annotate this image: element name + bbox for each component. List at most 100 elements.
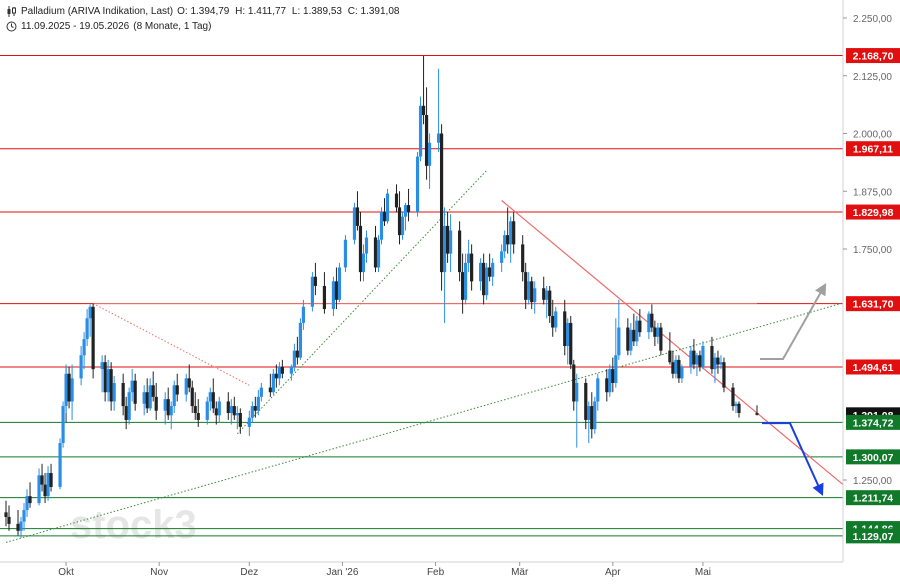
candle-body — [28, 496, 32, 504]
candle-body — [677, 359, 681, 379]
candle-body — [145, 392, 149, 409]
candle-body — [91, 306, 95, 370]
level-label-text: 1.211,74 — [853, 493, 893, 505]
candle-body — [4, 512, 8, 517]
candle-body — [614, 355, 618, 383]
candle-body — [403, 205, 408, 217]
candle-body — [373, 237, 378, 268]
candle-body — [295, 350, 299, 358]
candle-body — [488, 267, 492, 277]
level-label-text: 1.494,61 — [853, 362, 894, 374]
candle-body — [16, 523, 20, 531]
candle-body — [530, 281, 534, 303]
candle-body — [470, 253, 474, 282]
candle-body — [358, 225, 363, 273]
candle-body — [680, 366, 684, 379]
level-label-text: 1.829,98 — [853, 207, 894, 219]
instrument-name: Palladium (ARIVA Indikation, Last) — [21, 6, 174, 17]
close-value: C: 1.391,08 — [347, 6, 400, 17]
candle-body — [166, 399, 170, 416]
projection-arrow-up — [760, 282, 827, 360]
candle-body — [629, 329, 633, 351]
trendline-solid-red — [501, 200, 844, 486]
candle-body — [611, 369, 615, 383]
candle-body — [43, 484, 47, 497]
candle-body — [142, 392, 146, 404]
y-tick-label: 1.750,00 — [853, 245, 892, 256]
candle-body — [7, 516, 11, 524]
y-tick-label: 2.000,00 — [853, 130, 892, 141]
candle-body — [512, 221, 516, 245]
y-tick-label: 2.250,00 — [853, 14, 892, 25]
candle-body — [172, 385, 176, 407]
level-label-box — [846, 490, 900, 506]
trendline-dotted-green — [236, 170, 488, 435]
level-labels: 2.168,70 1.967,11 1.829,98 1.631,70 1.494,61… — [846, 48, 900, 544]
candle-body — [364, 237, 369, 254]
level-label-box — [846, 48, 900, 64]
date-range: 11.09.2025 - 19.05.2026 — [21, 21, 130, 32]
candle-body — [106, 369, 110, 393]
x-tick-label: Mär — [511, 567, 529, 578]
level-label-text: 1.300,07 — [853, 452, 894, 464]
candle-body — [394, 193, 399, 208]
level-label-text: 1.967,11 — [853, 144, 893, 156]
candle-body — [424, 115, 429, 166]
candle-body — [46, 473, 50, 497]
candle-body — [668, 350, 672, 363]
candle-body — [235, 413, 239, 416]
candle-body — [334, 281, 339, 300]
candle-body — [563, 311, 567, 347]
candle-body — [61, 406, 65, 444]
candle-body — [566, 322, 570, 347]
candle-body — [464, 262, 468, 300]
candle-body — [361, 253, 366, 273]
candle-body — [127, 392, 131, 420]
candle-body — [331, 281, 336, 310]
candle-body — [479, 262, 483, 282]
candle-body — [226, 401, 230, 414]
candle-body — [755, 413, 759, 415]
candle-body — [322, 285, 327, 310]
candle-body — [503, 235, 507, 252]
candle-body — [343, 239, 348, 268]
candle-body — [100, 362, 104, 370]
level-label-box — [846, 528, 900, 544]
candle-body — [37, 475, 41, 504]
candle-body — [205, 401, 209, 420]
candle-body — [40, 475, 44, 485]
candle-body — [85, 318, 89, 340]
candle-body — [421, 105, 426, 116]
period-info: (8 Monate, 1 Tag) — [133, 21, 212, 32]
candle-body — [253, 406, 257, 411]
candle-body — [151, 385, 155, 397]
candle-body — [298, 322, 302, 358]
candle-body — [238, 413, 242, 427]
candle-body — [617, 327, 621, 356]
candle-body — [259, 387, 263, 397]
chart-header: Palladium (ARIVA Indikation, Last) O: 1.… — [6, 4, 402, 34]
candle-body — [638, 320, 642, 333]
candle-body — [415, 156, 420, 213]
candle-body — [593, 401, 597, 430]
candle-body — [569, 322, 573, 365]
candle-body — [229, 406, 233, 414]
candle-body — [626, 327, 630, 351]
candle-body — [596, 378, 600, 402]
level-label-box — [846, 359, 900, 375]
candle-body — [211, 392, 215, 409]
candle-body — [710, 346, 714, 370]
candle-body — [653, 327, 657, 337]
candle-body — [70, 378, 74, 402]
candle-body — [58, 443, 62, 487]
level-label-box — [846, 414, 900, 430]
candle-body — [698, 355, 702, 367]
time-axis: Okt Nov Dez Jan '26 Feb Mär Apr Mai — [58, 562, 711, 578]
clock-icon — [6, 21, 17, 32]
candle-body — [656, 327, 660, 337]
candlestick-icon — [6, 6, 17, 17]
candle-body — [154, 396, 158, 411]
